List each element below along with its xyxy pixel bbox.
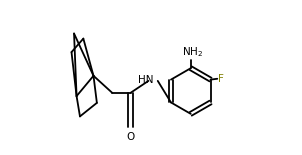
Text: F: F	[218, 74, 224, 84]
Text: O: O	[127, 132, 135, 142]
Text: NH$_2$: NH$_2$	[182, 45, 203, 59]
Text: HN: HN	[138, 75, 153, 85]
